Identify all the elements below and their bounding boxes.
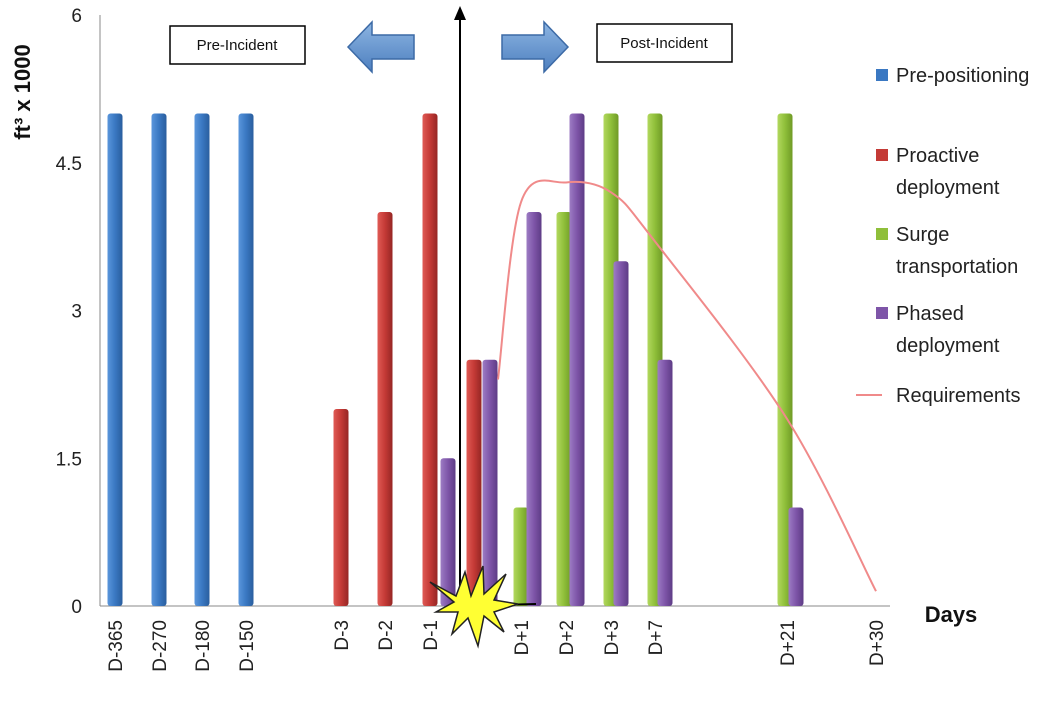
legend-label-phased-deployment: Phased deployment xyxy=(896,303,1000,357)
bar-phased-deployment xyxy=(657,359,673,606)
requirements-line xyxy=(497,179,877,592)
y-tick-label: 0 xyxy=(71,597,82,618)
x-tick-label: D+2 xyxy=(557,620,578,655)
left-arrow-icon xyxy=(346,20,415,74)
bar-pre-positioning xyxy=(238,113,254,606)
incident-arrow-head-icon xyxy=(454,6,466,20)
bars xyxy=(107,113,804,606)
x-tick-label: D-150 xyxy=(237,620,258,672)
legend-swatch-surge-transportation xyxy=(876,228,888,240)
bar-pre-positioning xyxy=(151,113,167,606)
legend-swatch-phased-deployment xyxy=(876,307,888,319)
x-tick-label: D+7 xyxy=(646,620,667,655)
y-axis-title: ft³ x 1000 xyxy=(10,44,35,139)
post-incident-box xyxy=(596,23,733,63)
x-tick-label: D-180 xyxy=(193,620,214,672)
x-tick-label: D-2 xyxy=(376,620,397,651)
x-tick-label: D+1 xyxy=(512,620,533,655)
bar-surge-transportation xyxy=(777,113,793,606)
legend-label-requirements: Requirements xyxy=(896,385,1021,407)
bar-phased-deployment xyxy=(526,212,542,606)
bar-pre-positioning xyxy=(107,113,123,606)
explosion-icon xyxy=(429,565,519,649)
post-incident-label: Post-Incident xyxy=(620,35,708,52)
y-tick-label: 6 xyxy=(71,6,82,27)
x-tick-label: D-270 xyxy=(150,620,171,672)
legend-label-proactive-deployment: Proactive deployment xyxy=(896,145,1000,199)
bar-proactive-deployment xyxy=(333,409,349,606)
x-tick-label: D-365 xyxy=(106,620,127,672)
bar-proactive-deployment xyxy=(377,212,393,606)
bar-phased-deployment xyxy=(788,507,804,606)
y-tick-labels: 0 1.5 3 4.5 6 xyxy=(56,6,82,618)
x-axis-title: Days xyxy=(925,602,978,627)
y-tick-label: 1.5 xyxy=(56,449,82,470)
legend: Pre-positioning Proactive deployment Surge t… xyxy=(856,65,1029,407)
x-tick-label: D+21 xyxy=(778,620,799,666)
legend-label-pre-positioning: Pre-positioning xyxy=(896,65,1029,87)
bar-phased-deployment xyxy=(440,458,456,606)
pre-incident-label: Pre-Incident xyxy=(197,37,279,54)
bar-phased-deployment xyxy=(613,261,629,606)
bar-proactive-deployment xyxy=(466,359,482,606)
x-tick-label: D-1 xyxy=(421,620,442,651)
y-tick-label: 3 xyxy=(71,302,82,323)
legend-swatch-pre-positioning xyxy=(876,69,888,81)
bar-phased-deployment xyxy=(482,359,498,606)
legend-label-surge-transportation: Surge transportation xyxy=(896,224,1018,278)
legend-swatch-proactive-deployment xyxy=(876,149,888,161)
bar-phased-deployment xyxy=(569,113,585,606)
pre-incident-box xyxy=(169,25,306,65)
bar-pre-positioning xyxy=(194,113,210,606)
x-tick-label: D+3 xyxy=(602,620,623,655)
bar-proactive-deployment xyxy=(422,113,438,606)
bar-surge-transportation xyxy=(556,212,572,606)
y-tick-label: 4.5 xyxy=(56,154,82,175)
right-arrow-icon xyxy=(501,20,570,74)
x-tick-label: D-3 xyxy=(332,620,353,651)
x-tick-labels: D-365 D-270 D-180 D-150 D-3 D-2 D-1 D+1 D+2 D+3 D+… xyxy=(106,620,888,672)
x-tick-label: D+30 xyxy=(867,620,888,666)
bar-surge-transportation xyxy=(513,507,529,606)
